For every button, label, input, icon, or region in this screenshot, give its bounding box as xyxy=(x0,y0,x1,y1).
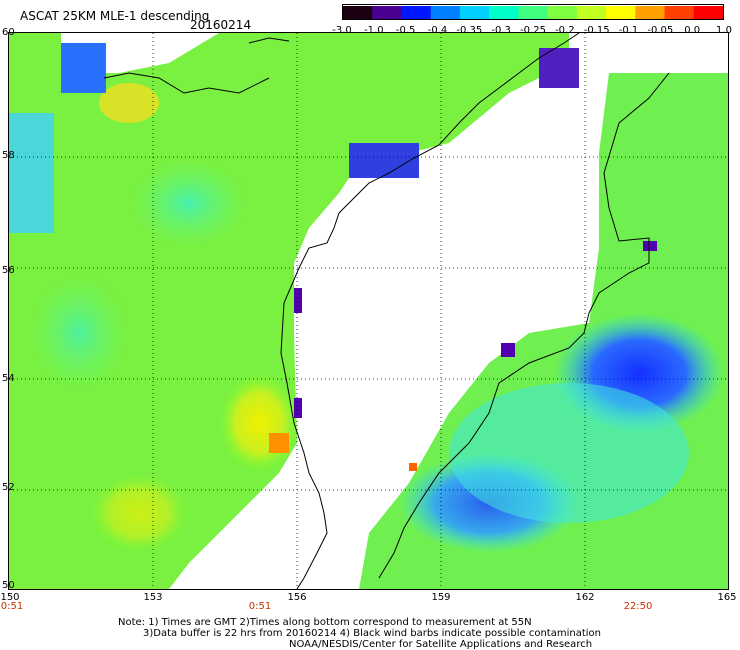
note-line-1: Note: 1) Times are GMT 2)Times along bot… xyxy=(118,617,532,628)
lon-tick-159: 159 xyxy=(431,592,451,603)
lon-tick-162: 162 xyxy=(575,592,595,603)
map-title: ASCAT 25KM MLE-1 descending xyxy=(20,9,210,23)
lat-tick-60: 60 xyxy=(2,27,15,38)
colorbar-tick-label: -0.5 xyxy=(395,25,416,36)
lat-tick-58: 58 xyxy=(2,150,15,161)
colorbar xyxy=(342,4,724,20)
colorbar-tick-label: -1.0 xyxy=(364,25,384,36)
lat-tick-56: 56 xyxy=(2,265,15,276)
time-label-east: 22:50 xyxy=(623,601,653,612)
colorbar-tick-label: -0.4 xyxy=(427,25,448,36)
lat-tick-54: 54 xyxy=(2,373,15,384)
note-line-2: 3)Data buffer is 22 hrs from 20160214 4)… xyxy=(143,628,601,639)
colorbar-swatch xyxy=(693,6,723,19)
colorbar-swatch xyxy=(576,6,607,19)
map-panel xyxy=(8,32,729,590)
wind-field-map xyxy=(9,32,728,590)
colorbar-tick-label: -0.35 xyxy=(456,25,483,36)
colorbar-swatch xyxy=(459,6,490,19)
time-label-center: 0:51 xyxy=(248,601,272,612)
time-label-west: 0:51 xyxy=(0,601,24,612)
colorbar-tick-label: -3.0 xyxy=(332,25,352,36)
colorbar-swatch xyxy=(343,6,373,19)
lon-tick-156: 156 xyxy=(287,592,307,603)
coastline xyxy=(103,32,670,590)
colorbar-swatch xyxy=(489,6,519,19)
colorbar-tick-label: -0.3 xyxy=(491,25,511,36)
colorbar-swatch xyxy=(606,6,636,19)
lon-tick-153: 153 xyxy=(143,592,163,603)
colorbar-swatch xyxy=(518,6,549,19)
lon-tick-150: 150 xyxy=(0,592,20,603)
colorbar-tick-label: 1.0 xyxy=(716,25,732,36)
colorbar-tick-label: -0.1 xyxy=(618,25,639,36)
graticule xyxy=(9,33,728,589)
lat-tick-52: 52 xyxy=(2,482,15,493)
colorbar-swatch xyxy=(401,6,432,19)
colorbar-tick-label: 0.0 xyxy=(684,25,701,36)
colorbar-swatch xyxy=(664,6,695,19)
lat-tick-50: 50 xyxy=(2,580,15,591)
colorbar-tick-label: -0.15 xyxy=(583,25,610,36)
colorbar-tick-label: -0.25 xyxy=(520,25,546,36)
note-line-3: NOAA/NESDIS/Center for Satellite Applica… xyxy=(289,639,593,650)
colorbar-swatch xyxy=(372,6,402,19)
colorbar-tick-label: -0.2 xyxy=(555,25,575,36)
colorbar-swatch xyxy=(635,6,666,19)
lon-tick-165: 165 xyxy=(717,592,737,603)
colorbar-gradient xyxy=(343,6,723,19)
colorbar-swatch xyxy=(547,6,578,19)
colorbar-swatch xyxy=(430,6,461,19)
colorbar-tick-label: -0.05 xyxy=(647,25,674,36)
map-date: 20160214 xyxy=(190,18,252,32)
